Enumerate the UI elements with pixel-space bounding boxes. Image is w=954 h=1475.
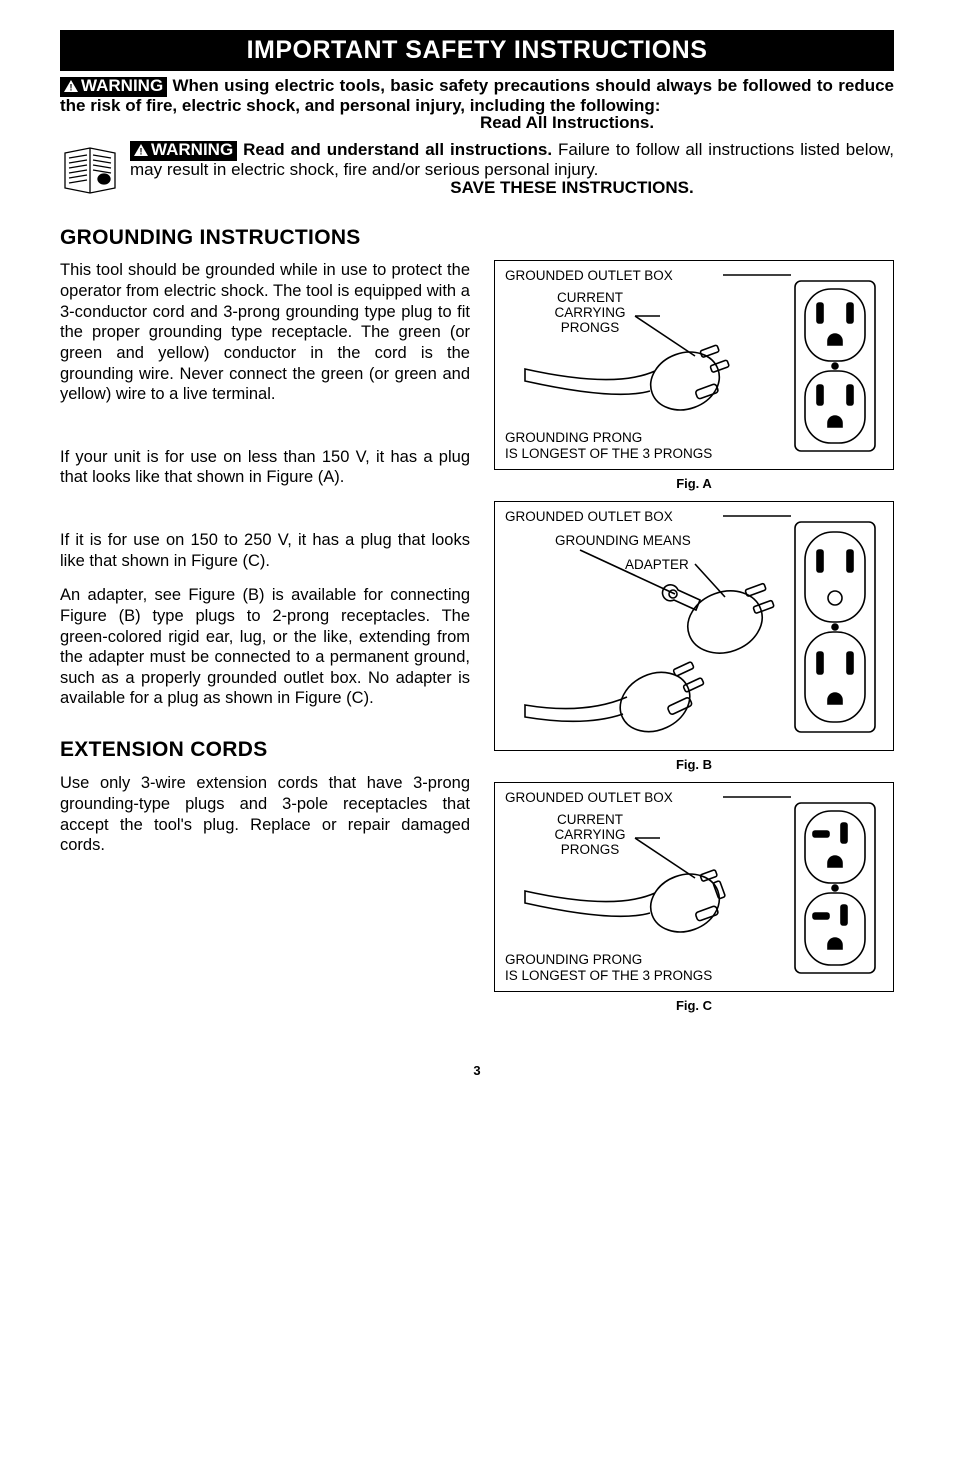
grounding-p1: This tool should be grounded while in us… (60, 260, 470, 404)
svg-text:!: ! (70, 82, 73, 92)
grounding-heading: GROUNDING INSTRUCTIONS (60, 226, 894, 250)
warning-2-text: ! WARNING Read and understand all instru… (130, 141, 894, 197)
figC-caption: Fig. C (494, 998, 894, 1013)
grounding-p2: If your unit is for use on less than 150… (60, 447, 470, 488)
figA-caption: Fig. A (494, 476, 894, 491)
page-number: 3 (60, 1063, 894, 1078)
warning-label-text: WARNING (151, 140, 233, 159)
figure-a: GROUNDED OUTLET BOX CURRENTCARRYINGPRONG… (494, 260, 894, 470)
left-column: This tool should be grounded while in us… (60, 260, 470, 1023)
right-column: GROUNDED OUTLET BOX CURRENTCARRYINGPRONG… (494, 260, 894, 1023)
two-column-layout: This tool should be grounded while in us… (60, 260, 894, 1023)
grounding-p3: If it is for use on 150 to 250 V, it has… (60, 530, 470, 571)
figB-svg (495, 502, 895, 752)
extension-heading: EXTENSION CORDS (60, 737, 470, 763)
intro-text: When using electric tools, basic safety … (60, 76, 894, 115)
page-header: IMPORTANT SAFETY INSTRUCTIONS (60, 30, 894, 71)
warning-badge-1: ! WARNING (60, 77, 167, 97)
warn2-bold: Read and understand all instructions. (237, 140, 552, 159)
warning-label-text: WARNING (81, 76, 163, 95)
warning-triangle-icon: ! (134, 144, 148, 156)
warning-badge-2: ! WARNING (130, 141, 237, 161)
extension-p1: Use only 3-wire extension cords that hav… (60, 773, 470, 856)
intro-paragraph: ! WARNING When using electric tools, bas… (60, 77, 894, 115)
svg-text:!: ! (140, 146, 143, 156)
figC-svg (495, 783, 895, 993)
read-all-instructions: Read All Instructions. (240, 113, 894, 133)
figA-svg (495, 261, 895, 471)
save-instructions: SAVE THESE INSTRUCTIONS. (250, 178, 894, 198)
figB-caption: Fig. B (494, 757, 894, 772)
warning-2-block: ! WARNING Read and understand all instru… (60, 141, 894, 198)
manual-icon (60, 143, 120, 198)
figure-b: GROUNDED OUTLET BOX GROUNDING MEANS ADAP… (494, 501, 894, 751)
grounding-p4: An adapter, see Figure (B) is available … (60, 585, 470, 709)
figure-c: GROUNDED OUTLET BOX CURRENTCARRYINGPRONG… (494, 782, 894, 992)
warning-triangle-icon: ! (64, 80, 78, 92)
